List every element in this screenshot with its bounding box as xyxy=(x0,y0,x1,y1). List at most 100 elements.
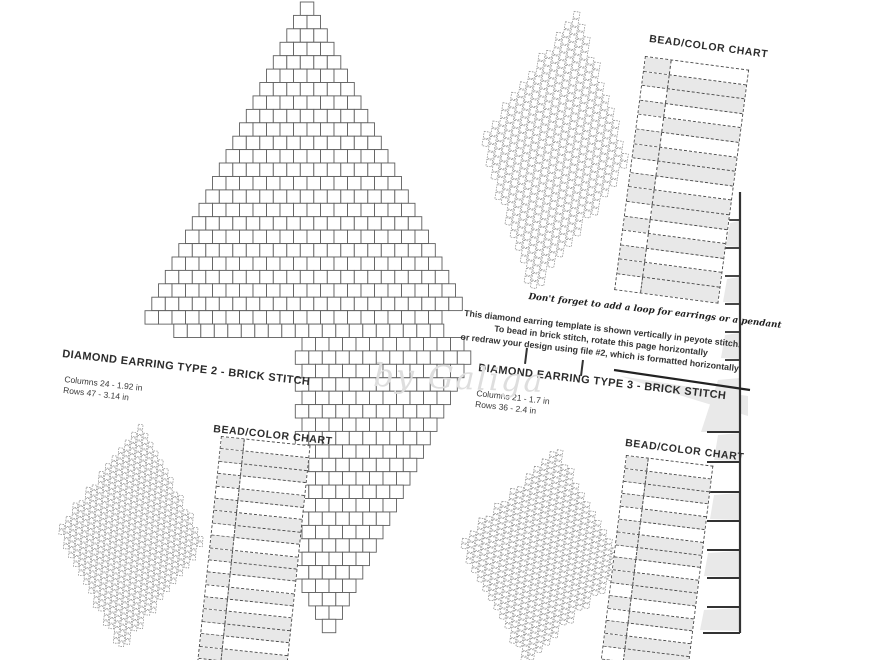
peyote-cell xyxy=(602,181,611,190)
peyote-cell xyxy=(73,561,79,568)
peyote-cell xyxy=(513,163,521,172)
peyote-cell xyxy=(501,500,509,507)
peyote-cell xyxy=(549,157,558,166)
brick-cell xyxy=(347,149,362,164)
brick-cell xyxy=(293,122,308,137)
peyote-cell xyxy=(172,556,179,562)
peyote-cell xyxy=(577,161,585,171)
peyote-cell xyxy=(110,601,117,607)
peyote-cell xyxy=(123,456,129,462)
peyote-cell xyxy=(584,591,592,598)
brick-cell xyxy=(266,202,281,218)
peyote-cell xyxy=(135,581,142,587)
peyote-cell xyxy=(130,507,137,514)
peyote-cell xyxy=(566,92,575,102)
peyote-cell xyxy=(76,528,82,534)
peyote-cell xyxy=(142,502,149,509)
peyote-cell xyxy=(101,572,108,579)
peyote-cell xyxy=(108,553,115,560)
peyote-cell xyxy=(478,560,487,567)
peyote-cell xyxy=(103,485,109,492)
peyote-cell xyxy=(591,541,599,548)
peyote-cell xyxy=(151,531,158,538)
peyote-cell xyxy=(114,486,121,493)
peyote-cell xyxy=(149,489,156,496)
brick-cell xyxy=(232,269,247,285)
brick-cell xyxy=(299,28,315,43)
peyote-cell xyxy=(512,513,520,520)
peyote-cell xyxy=(522,591,530,598)
peyote-cell xyxy=(100,513,107,520)
peyote-cell xyxy=(523,232,532,241)
peyote-cell xyxy=(522,495,530,502)
peyote-cell xyxy=(482,580,491,587)
brick-cell xyxy=(225,256,240,271)
peyote-cell xyxy=(540,80,549,90)
brick-cell xyxy=(245,189,261,204)
peyote-cell xyxy=(523,484,531,491)
peyote-cell xyxy=(177,500,184,507)
peyote-cell xyxy=(192,532,198,539)
peyote-cell xyxy=(570,541,578,548)
peyote-cell xyxy=(536,60,545,69)
peyote-cell xyxy=(79,553,86,560)
brick-cell xyxy=(401,256,416,271)
peyote-cell xyxy=(548,164,556,174)
peyote-cell xyxy=(582,602,590,609)
brick-cell xyxy=(401,229,416,244)
peyote-cell xyxy=(484,521,492,528)
peyote-cell xyxy=(570,493,578,500)
brick-cell xyxy=(328,551,343,567)
peyote-cell xyxy=(182,509,189,515)
brick-cell xyxy=(407,243,423,258)
peyote-cell xyxy=(563,202,572,212)
brick-cell xyxy=(321,618,337,634)
peyote-cell xyxy=(580,138,589,147)
peyote-cell xyxy=(572,482,580,489)
peyote-diamond-2 xyxy=(58,423,204,648)
peyote-cell xyxy=(147,447,154,453)
peyote-cell xyxy=(485,563,493,570)
peyote-cell xyxy=(556,593,564,600)
peyote-cell xyxy=(536,103,545,113)
peyote-cell xyxy=(546,473,554,480)
brick-cell xyxy=(355,390,370,406)
peyote-cell xyxy=(587,186,596,196)
peyote-cell xyxy=(530,584,538,591)
peyote-cell xyxy=(160,490,167,497)
peyote-cell xyxy=(499,511,507,519)
peyote-cell xyxy=(101,566,108,573)
brick-cell xyxy=(286,269,301,285)
brick-cell xyxy=(402,430,418,446)
peyote-cell xyxy=(514,112,522,121)
peyote-cell xyxy=(81,531,88,538)
peyote-cell xyxy=(601,189,609,198)
peyote-cell xyxy=(541,73,550,82)
brick-cell xyxy=(414,229,429,244)
peyote-cell xyxy=(523,586,531,593)
peyote-cell xyxy=(107,564,114,571)
peyote-cell xyxy=(493,556,501,563)
peyote-cell xyxy=(121,543,128,549)
peyote-cell xyxy=(152,520,159,527)
brick-cell xyxy=(335,404,350,419)
brick-cell xyxy=(279,202,294,218)
peyote-cell xyxy=(63,538,70,544)
peyote-cell xyxy=(508,493,516,500)
peyote-cell xyxy=(506,611,514,618)
peyote-cell xyxy=(68,547,75,553)
brick-cell xyxy=(374,149,389,164)
peyote-cell xyxy=(515,545,523,552)
peyote-cell xyxy=(572,10,581,20)
peyote-cell xyxy=(567,136,575,145)
peyote-cell xyxy=(525,569,533,576)
peyote-cell xyxy=(126,622,132,629)
peyote-cell xyxy=(587,569,595,576)
peyote-cell xyxy=(115,475,122,481)
peyote-cell xyxy=(601,565,609,573)
peyote-cell xyxy=(599,109,608,119)
peyote-cell xyxy=(129,583,136,589)
peyote-cell xyxy=(512,519,520,526)
peyote-cell xyxy=(532,567,540,574)
peyote-cell xyxy=(524,137,532,146)
